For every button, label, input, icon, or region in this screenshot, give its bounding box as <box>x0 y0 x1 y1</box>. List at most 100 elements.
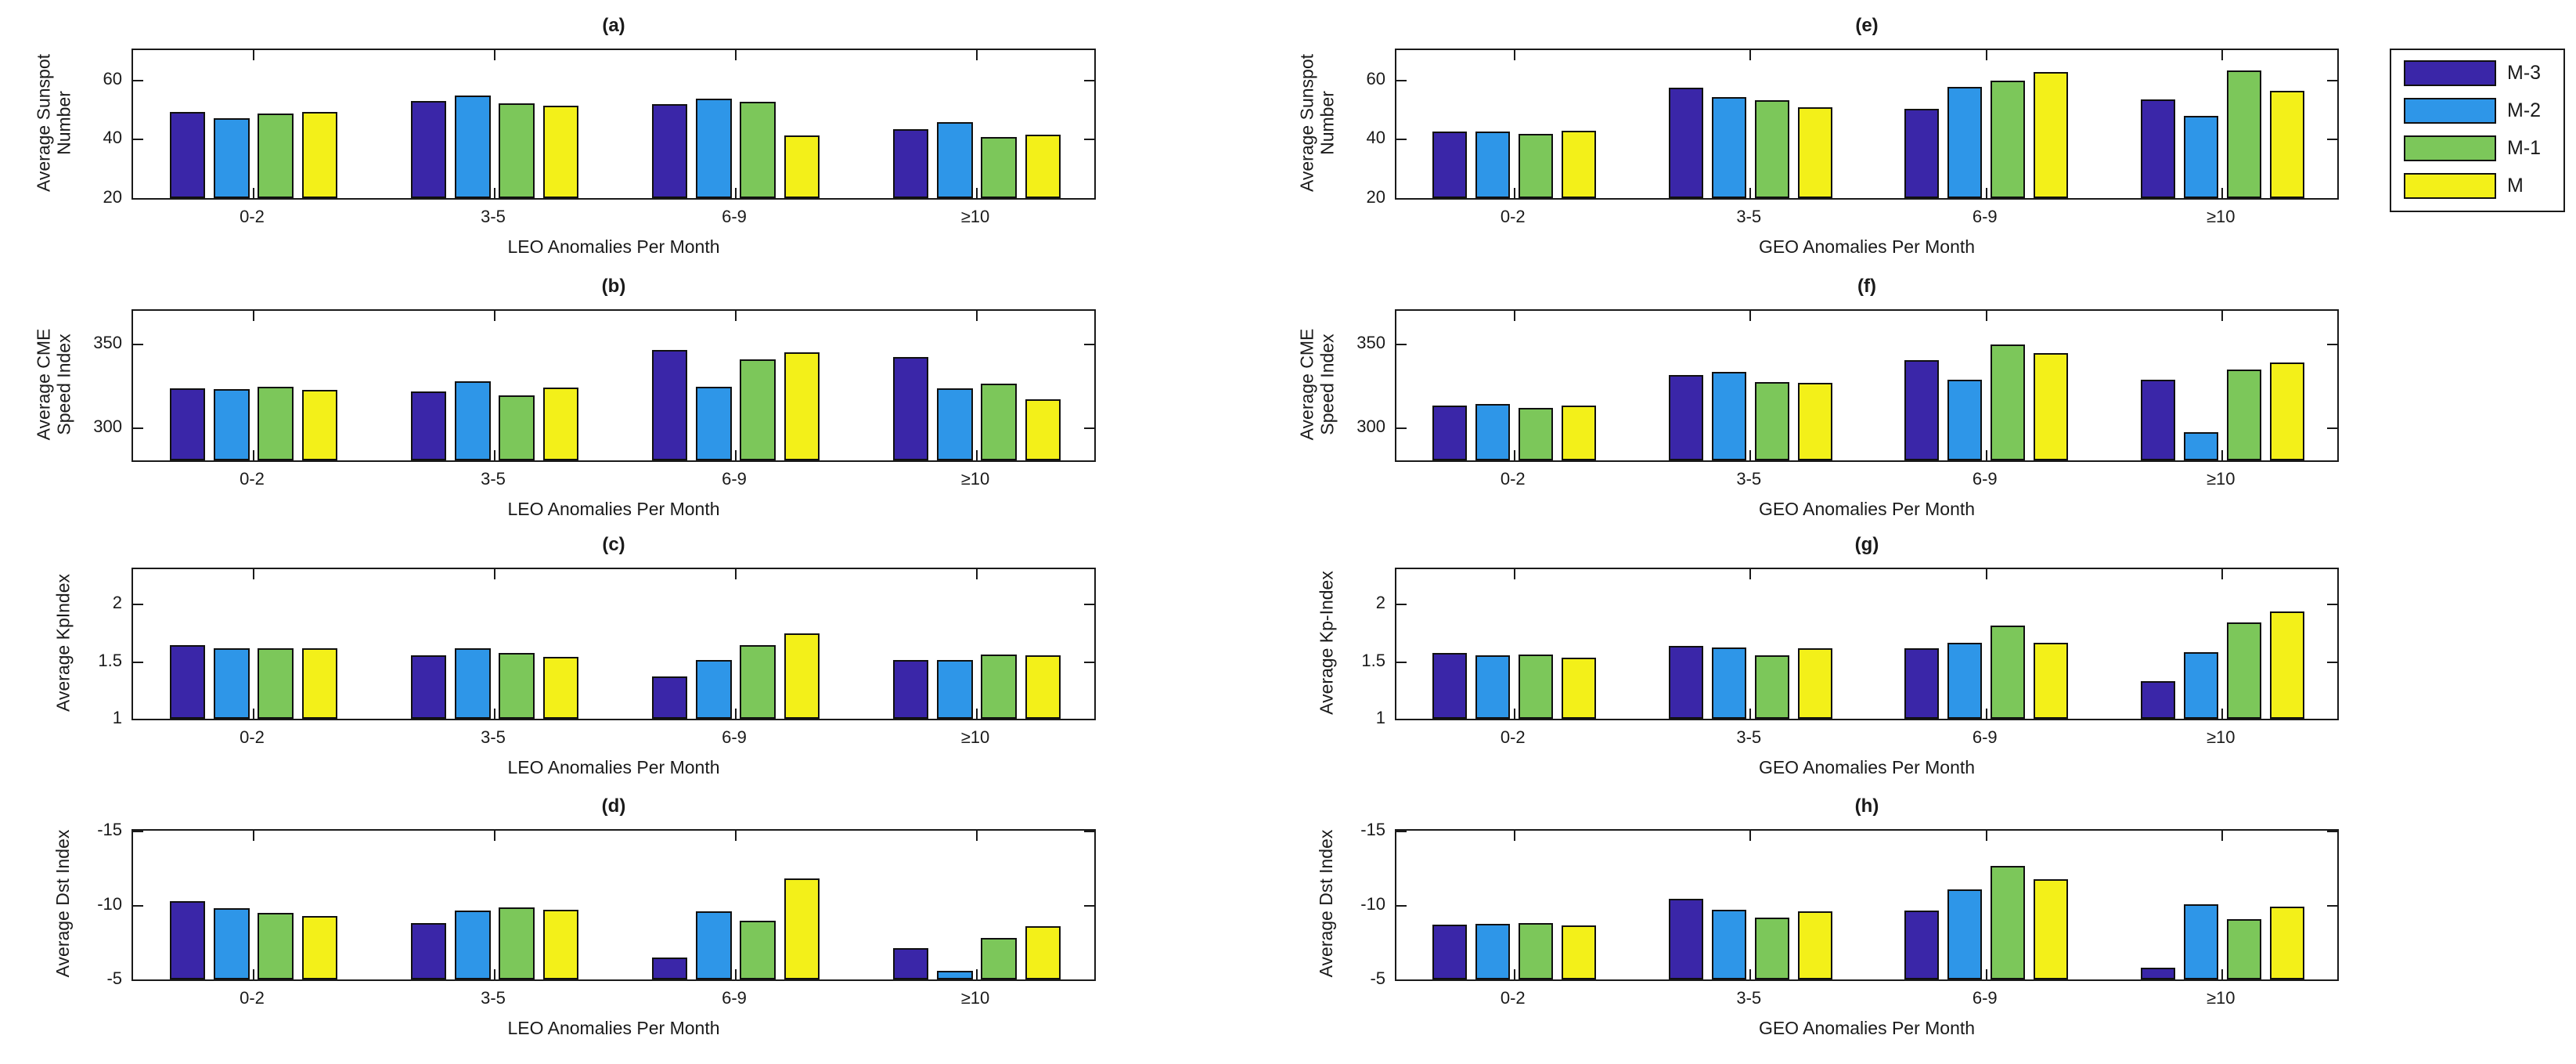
y-tick-mark <box>2327 344 2337 346</box>
x-tick-label: ≥10 <box>2206 207 2236 226</box>
x-tick-mark <box>735 450 737 460</box>
x-tick-label: 0-2 <box>1500 988 1526 1008</box>
y-tick-mark <box>2327 905 2337 907</box>
y-tick-mark <box>2327 661 2337 663</box>
y-tick-mark <box>133 831 143 832</box>
x-tick-label: ≥10 <box>960 727 990 747</box>
x-tick-mark <box>494 311 495 321</box>
y-tick-mark <box>133 139 143 141</box>
x-tick-label: ≥10 <box>2206 727 2236 747</box>
bar-M-≥10 <box>1025 135 1061 198</box>
bar-M-3-5 <box>1797 911 1832 979</box>
y-tick-mark <box>1396 661 1407 663</box>
bar-M-2-3-5 <box>1711 647 1746 719</box>
bar-M-1-≥10 <box>981 383 1017 460</box>
bar-M-1-≥10 <box>2226 70 2261 198</box>
x-tick-label: 3-5 <box>481 727 506 747</box>
y-tick-label: 1 <box>112 708 122 727</box>
y-tick-label: -5 <box>1370 968 1385 988</box>
bar-M-2-≥10 <box>937 121 973 198</box>
x-axis-label-d: LEO Anomalies Per Month <box>507 1018 720 1038</box>
x-tick-mark <box>1749 969 1752 979</box>
x-axis-label-b: LEO Anomalies Per Month <box>507 499 720 519</box>
x-tick-label: 6-9 <box>1972 469 1998 489</box>
y-tick-mark <box>1084 604 1094 606</box>
bar-M-0-2 <box>1562 925 1597 979</box>
bar-M-2-6-9 <box>1947 643 1983 719</box>
x-tick-mark <box>1985 831 1987 841</box>
bar-M-2-6-9 <box>1947 380 1983 460</box>
bar-M-6-9 <box>784 135 820 198</box>
x-tick-mark <box>976 831 978 841</box>
x-tick-mark <box>1749 50 1752 60</box>
x-tick-mark <box>1513 569 1515 579</box>
bar-M-2-0-2 <box>214 907 250 979</box>
y-tick-mark <box>2327 427 2337 429</box>
bar-M-0-2 <box>301 916 337 979</box>
subplot-title-a: (a) <box>602 15 625 36</box>
x-tick-label: 0-2 <box>1500 727 1526 747</box>
y-tick-mark <box>2327 198 2337 200</box>
bar-M-≥10 <box>2269 906 2304 979</box>
x-tick-label: 6-9 <box>1972 988 1998 1008</box>
y-tick-label: 1.5 <box>1361 650 1385 670</box>
bar-M-3-3-5 <box>1668 374 1703 460</box>
bar-M-1-3-5 <box>499 103 535 198</box>
bar-M-1-6-9 <box>1991 626 2026 719</box>
x-tick-mark <box>1513 188 1515 198</box>
legend-entry-m3: M-3 <box>2404 60 2541 86</box>
y-axis-label-a: Average Sunspot Number <box>33 53 74 192</box>
x-tick-label: 6-9 <box>722 207 747 226</box>
x-tick-label: 3-5 <box>481 469 506 489</box>
x-tick-label: 3-5 <box>1736 727 1762 747</box>
x-tick-mark <box>976 450 978 460</box>
y-axis-label-e: Average Sunspot Number <box>1296 53 1337 192</box>
x-tick-mark <box>1749 569 1752 579</box>
x-tick-label: 6-9 <box>722 727 747 747</box>
legend-label-m2: M-2 <box>2507 99 2542 121</box>
bar-M-1-6-9 <box>740 644 776 719</box>
plot-box-b <box>132 309 1096 462</box>
x-tick-mark <box>976 709 978 719</box>
x-tick-mark <box>735 969 737 979</box>
x-tick-label: ≥10 <box>960 988 990 1008</box>
y-tick-label: -10 <box>1360 894 1385 914</box>
y-axis-label-f: Average CME Speed Index <box>1296 328 1337 440</box>
plot-box-c <box>132 568 1096 720</box>
x-tick-label: 6-9 <box>1972 727 1998 747</box>
bar-M-1-3-5 <box>1754 99 1789 198</box>
bar-M-1-0-2 <box>258 648 294 719</box>
bar-M-1-6-9 <box>740 920 776 979</box>
bar-M-3-3-5 <box>411 101 447 198</box>
bar-M-2-6-9 <box>696 99 732 198</box>
x-tick-mark <box>735 50 737 60</box>
bar-M-3-3-5 <box>1668 87 1703 198</box>
x-tick-mark <box>1513 50 1515 60</box>
x-tick-label: ≥10 <box>960 207 990 226</box>
y-tick-mark <box>1396 979 1407 981</box>
subplot-title-e: (e) <box>1855 15 1879 36</box>
x-tick-label: 0-2 <box>240 988 265 1008</box>
y-tick-mark <box>1396 198 1407 200</box>
x-tick-label: 0-2 <box>240 469 265 489</box>
bar-M-2-3-5 <box>1711 371 1746 460</box>
bar-M-1-3-5 <box>1754 918 1789 979</box>
x-tick-mark <box>735 311 737 321</box>
bar-M-≥10 <box>2269 362 2304 460</box>
x-tick-label: 6-9 <box>1972 207 1998 226</box>
subplot-title-c: (c) <box>602 534 625 555</box>
x-tick-mark <box>2221 50 2224 60</box>
bar-M-2-6-9 <box>1947 889 1983 979</box>
bar-M-3-6-9 <box>652 957 688 979</box>
y-tick-mark <box>133 719 143 720</box>
x-tick-mark <box>253 831 254 841</box>
bar-M-2-6-9 <box>1947 86 1983 198</box>
x-tick-label: 0-2 <box>240 727 265 747</box>
x-tick-mark <box>253 569 254 579</box>
bar-M-1-6-9 <box>740 101 776 198</box>
x-tick-label: 6-9 <box>722 469 747 489</box>
x-tick-label: 3-5 <box>481 988 506 1008</box>
bar-M-3-5 <box>542 909 578 979</box>
bar-M-1-0-2 <box>258 386 294 460</box>
bar-M-1-0-2 <box>1519 654 1554 719</box>
